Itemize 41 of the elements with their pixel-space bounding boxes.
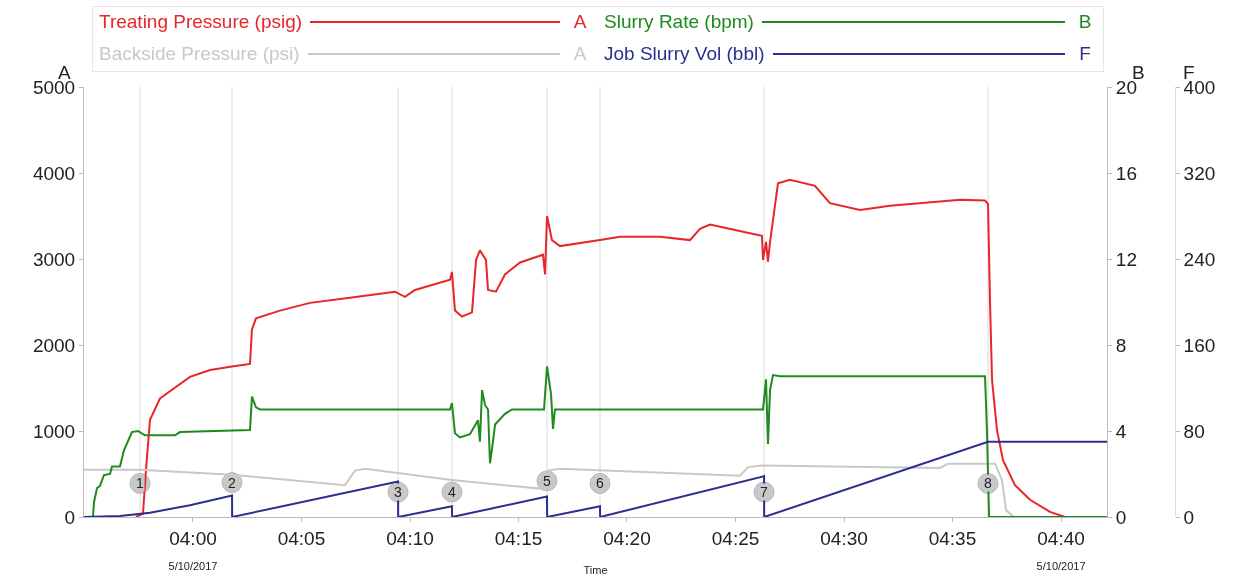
y3-tick-label: 0 (1183, 506, 1195, 528)
x-axis-title: Time (583, 564, 608, 576)
y-tick-label: 0 (64, 506, 76, 528)
y2-tick-label: 4 (1115, 420, 1127, 442)
y2-tick-label: 16 (1115, 162, 1137, 184)
x-tick-label: 04:35 (928, 527, 977, 549)
annotation: 4 (448, 484, 456, 500)
x-tick-label: 04:05 (277, 527, 326, 549)
y3-tick-label: 240 (1183, 248, 1216, 270)
line-series (84, 462, 1016, 517)
y3-tick-label: 160 (1183, 334, 1216, 356)
annotation: 7 (760, 484, 768, 500)
text: Slurry Rate (bpm) (604, 11, 754, 33)
x-tick-label: 04:25 (711, 527, 760, 549)
annotation: 5 (543, 473, 551, 489)
y-tick-label: 1000 (32, 420, 76, 442)
annotation: 3 (394, 484, 402, 500)
x-tick-label: 04:00 5/10/2017 (168, 527, 218, 572)
text: A (573, 11, 587, 32)
x-tick-label: 04:30 (820, 527, 868, 549)
y2-tick-label: 0 (1115, 506, 1127, 528)
text: B (1078, 11, 1092, 32)
y3-tick-label: 320 (1183, 162, 1216, 184)
y3-axis-title: F (1078, 43, 1092, 65)
annotation: 2 (228, 475, 236, 491)
y-tick-label: 2000 (32, 334, 76, 356)
annotation: 8 (984, 475, 992, 491)
annotation: 6 (596, 475, 604, 491)
x-tick-label: 04:40 5/10/2017 (1036, 527, 1086, 572)
x-tick-label: 04:20 (603, 527, 651, 549)
y3-tick-label: 80 (1183, 420, 1205, 442)
x-tick-label: 04:15 (494, 527, 543, 549)
y-tick-label: 4000 (32, 162, 76, 184)
text: Treating Pressure (psig) (99, 11, 303, 33)
y-tick-label: 3000 (32, 248, 76, 270)
text: Job Slurry Vol (bbl) (604, 43, 765, 65)
line-series (134, 178, 1066, 517)
y2-tick-label: 12 (1115, 248, 1137, 270)
y2-tick-label: 8 (1115, 334, 1127, 356)
annotation: 1 (136, 475, 144, 491)
x-tick-label: 04:10 (386, 527, 434, 549)
